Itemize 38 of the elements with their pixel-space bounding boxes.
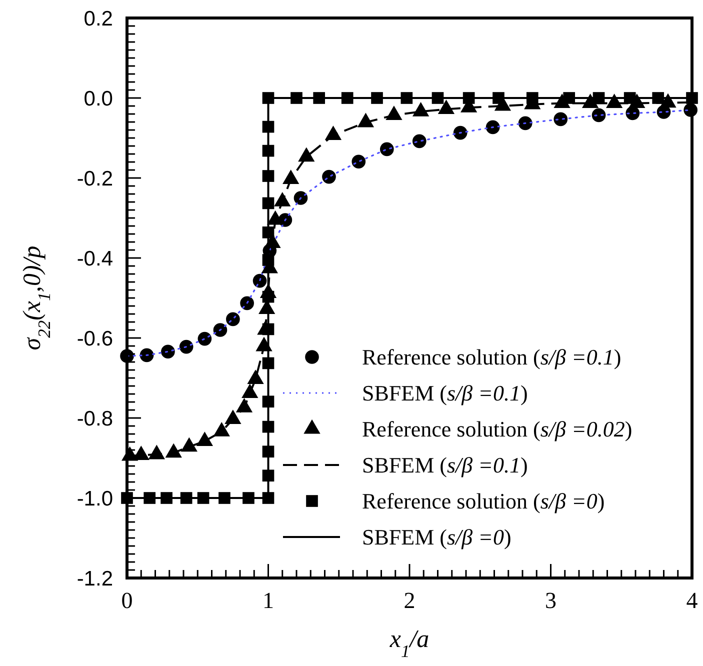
legend-label: Reference solution (s/β =0) — [362, 488, 605, 514]
x-tick-label: 1 — [262, 588, 274, 613]
x-axis-title: x$_{1}$/a — [388, 626, 430, 661]
x-tick-label: 0 — [121, 588, 133, 613]
y-tick-label: 0.0 — [84, 87, 113, 110]
point — [213, 323, 228, 337]
x-tick-label: 3 — [545, 588, 556, 613]
y-tick-label: -0.8 — [76, 407, 113, 430]
point — [380, 142, 394, 156]
y-tick-label: -0.4 — [76, 247, 114, 270]
x-tick-label: 2 — [404, 588, 416, 613]
legend-label: Reference solution (s/β =0.02) — [362, 416, 632, 442]
point — [518, 116, 532, 130]
y-tick-label: -1.2 — [76, 567, 113, 590]
legend-label: SBFEM (s/β =0.1) — [362, 380, 528, 406]
y-tick-label: -0.6 — [76, 327, 113, 350]
point — [486, 120, 500, 134]
point — [294, 191, 308, 205]
point — [252, 274, 267, 288]
point — [198, 332, 212, 346]
point — [322, 170, 336, 184]
legend-label: SBFEM (s/β =0.1) — [362, 452, 528, 478]
point — [352, 154, 366, 168]
y-tick-label: 0.2 — [84, 7, 113, 30]
point — [179, 340, 194, 354]
point — [453, 126, 468, 140]
legend-label: SBFEM (s/β =0) — [362, 524, 512, 550]
point — [412, 134, 426, 148]
point — [240, 296, 254, 310]
point — [161, 344, 175, 358]
legend-label: Reference solution (s/β =0.1) — [362, 344, 622, 370]
point — [554, 112, 568, 126]
y-tick-label: -1.0 — [76, 487, 113, 510]
x-tick-label: 4 — [686, 588, 698, 613]
y-tick-label: -0.2 — [76, 167, 113, 190]
point — [226, 312, 240, 326]
point — [592, 108, 606, 122]
point — [140, 348, 154, 362]
